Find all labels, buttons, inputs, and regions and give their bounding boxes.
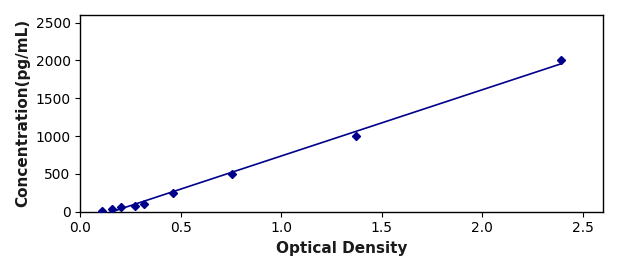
X-axis label: Optical Density: Optical Density — [276, 241, 407, 256]
Y-axis label: Concentration(pg/mL): Concentration(pg/mL) — [15, 19, 30, 207]
